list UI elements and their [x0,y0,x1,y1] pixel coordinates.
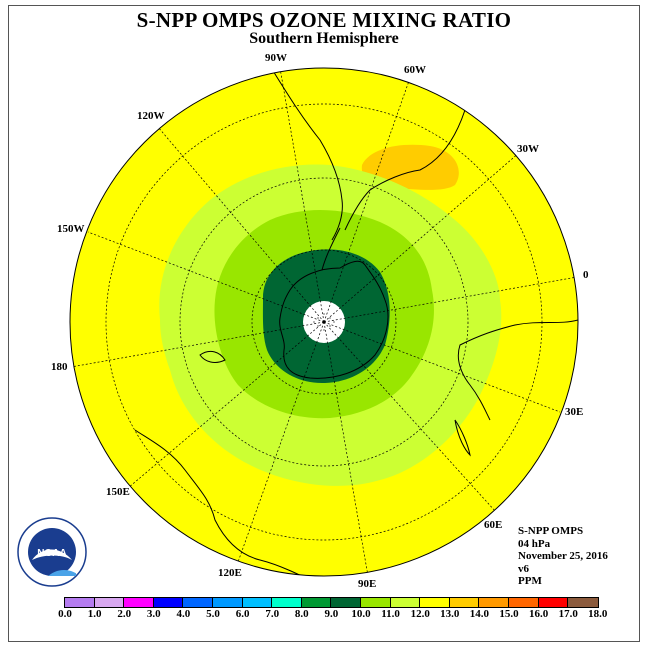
lon-label-120e: 120E [218,567,242,579]
logo-text: NOAA [37,548,66,559]
legend-swatch [153,598,184,607]
legend-tick-label: 10.0 [351,608,371,620]
legend-tick-label: 17.0 [558,608,578,620]
legend-tick-label: 3.0 [146,608,161,620]
legend-tick-label: 8.0 [294,608,309,620]
info-block: S-NPP OMPS 04 hPa November 25, 2016 v6 P… [518,525,608,588]
info-instrument: S-NPP OMPS [518,525,584,537]
legend-tick-label: 12.0 [410,608,430,620]
latitude-circles [105,103,543,541]
page-subtitle: Southern Hemisphere [249,30,399,47]
info-pressure: 04 hPa [518,537,551,550]
legend-tick-label: 1.0 [87,608,102,620]
lon-label-30e: 30E [565,406,583,418]
legend-tick-label: 11.0 [381,608,400,620]
lon-label-180: 180 [51,361,68,373]
meridians [70,68,578,576]
legend-swatch [242,598,273,607]
legend-swatch [301,598,332,607]
lon-label-0: 0 [583,269,589,281]
legend-swatch [360,598,391,607]
legend-swatch [479,598,509,607]
legend-swatch [538,598,569,607]
info-date: November 25, 2016 [518,550,608,562]
noaa-logo: NOAA [17,517,87,587]
legend-tick-label: 2.0 [117,608,132,620]
info-version: v6 [518,562,529,575]
legend-swatch [94,598,125,607]
legend-tick-label: 16.0 [528,608,549,620]
legend-tick-label: 14.0 [469,608,490,620]
legend-swatch [420,598,450,607]
info-units: PPM [518,575,542,587]
legend-tick-label: 7.0 [265,608,280,620]
legend-tick-label: 13.0 [440,608,460,620]
legend-ticks: 0.0 1.0 2.0 3.0 4.0 5.0 6.0 7.0 8.0 9.0 10.0 11.0 12… [0,608,648,622]
legend-tick-label: 15.0 [499,608,519,620]
legend-swatch [449,598,480,607]
lon-label-90w: 90W [265,52,287,64]
legend-swatch [183,598,213,607]
legend-swatch [272,598,302,607]
legend-swatch [65,598,95,607]
legend-tick-label: 4.0 [176,608,191,620]
contour-13-14 [361,144,459,190]
legend-tick-label: 0.0 [58,608,72,620]
legend-swatch [390,598,421,607]
legend-swatch [124,598,154,607]
legend-tick-label: 6.0 [235,608,250,620]
legend-swatch [508,598,539,607]
lon-label-30w: 30W [517,143,539,155]
map-border [69,67,579,577]
lon-label-60w: 60W [404,64,426,76]
color-legend [64,597,599,608]
legend-swatch [568,598,598,607]
lon-label-60e: 60E [484,519,502,531]
lon-label-90e: 90E [358,578,376,590]
lon-label-150w: 150W [57,223,85,235]
figure-frame [8,5,640,642]
legend-tick-label: 9.0 [324,608,339,620]
legend-tick-label: 18.0 [588,608,608,620]
legend-swatch [212,598,243,607]
page-title: S-NPP OMPS OZONE MIXING RATIO [136,8,512,32]
legend-swatch [331,598,361,607]
legend-tick-label: 5.0 [206,608,220,620]
longitude-labels: 90W 60W 30W 0 30E 60E 90E 120E 150E 180 … [51,52,589,590]
lon-label-120w: 120W [137,110,165,122]
lon-label-150e: 150E [106,486,130,498]
